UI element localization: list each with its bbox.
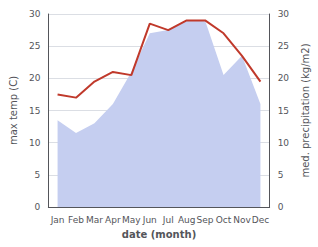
svg-text:10: 10 xyxy=(278,138,290,148)
svg-text:25: 25 xyxy=(29,41,40,51)
svg-text:May: May xyxy=(122,215,141,225)
svg-text:Feb: Feb xyxy=(68,215,84,225)
svg-text:0: 0 xyxy=(35,202,41,212)
svg-text:15: 15 xyxy=(29,106,40,116)
svg-text:Jul: Jul xyxy=(162,215,174,225)
svg-text:med. precipitation (kg/m2): med. precipitation (kg/m2) xyxy=(300,43,311,177)
svg-text:Jan: Jan xyxy=(50,215,65,225)
svg-text:0: 0 xyxy=(278,202,284,212)
svg-text:Apr: Apr xyxy=(105,215,121,225)
svg-text:20: 20 xyxy=(29,73,41,83)
svg-text:25: 25 xyxy=(278,41,289,51)
svg-text:5: 5 xyxy=(278,170,284,180)
svg-text:10: 10 xyxy=(29,138,41,148)
svg-text:Mar: Mar xyxy=(86,215,103,225)
svg-text:Jun: Jun xyxy=(142,215,157,225)
svg-text:20: 20 xyxy=(278,73,290,83)
svg-text:Aug: Aug xyxy=(178,215,196,225)
svg-text:date (month): date (month) xyxy=(122,229,196,240)
svg-text:15: 15 xyxy=(278,106,289,116)
svg-text:Nov: Nov xyxy=(233,215,251,225)
svg-text:5: 5 xyxy=(35,170,41,180)
svg-text:30: 30 xyxy=(278,9,290,19)
svg-text:30: 30 xyxy=(29,9,41,19)
svg-text:Sep: Sep xyxy=(197,215,214,225)
svg-text:Oct: Oct xyxy=(216,215,232,225)
svg-text:Dec: Dec xyxy=(252,215,269,225)
svg-text:max temp (C): max temp (C) xyxy=(8,76,19,145)
